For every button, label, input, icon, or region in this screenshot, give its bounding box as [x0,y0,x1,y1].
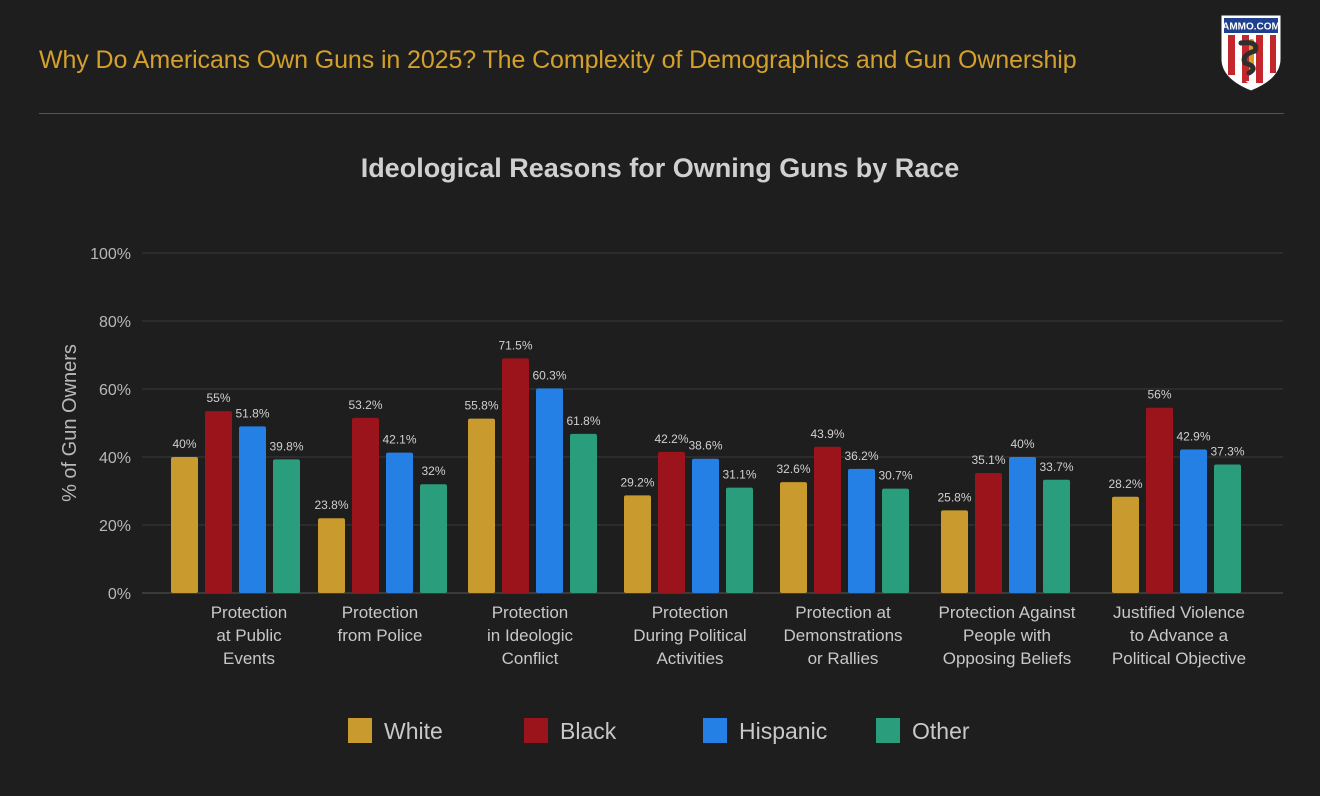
header-divider [39,113,1284,114]
category-label: Justified Violence to Advance a Political … [1112,603,1246,668]
bars [171,358,1241,593]
bar-other-5[interactable] [1043,479,1070,593]
bar-white-6[interactable] [1112,496,1139,593]
bar-white-2[interactable] [468,418,495,593]
bar-black-3[interactable] [658,451,685,593]
bar-hispanic-2[interactable] [536,388,563,593]
data-labels: 40% 23.8% 55.8% 29.2% 32.6% 25.8% 28.2% 55% 53.2… [172,338,1244,512]
bar-hispanic-3[interactable] [692,458,719,593]
data-label: 39.8% [269,439,303,453]
bar-hispanic-6[interactable] [1180,449,1207,593]
category-labels: Protection at Public Events Protection from … [211,603,1246,668]
bar-other-6[interactable] [1214,464,1241,593]
bar-other-2[interactable] [570,433,597,593]
category-label: Protection from Police [337,603,422,645]
bar-black-4[interactable] [814,446,841,593]
data-label: 71.5% [498,338,532,352]
bar-white-1[interactable] [318,518,345,593]
y-tick-label: 20% [99,518,131,535]
legend-label: Black [560,718,617,744]
y-axis-label: % of Gun Owners [59,344,81,502]
data-label: 42.1% [382,433,416,447]
legend: White Black Hispanic Other [348,718,970,744]
legend-label: Hispanic [739,718,827,744]
data-label: 56% [1147,388,1171,402]
data-label: 42.2% [654,432,688,446]
shield-snake-bullet-icon [1220,14,1282,92]
data-label: 36.2% [844,449,878,463]
bar-black-6[interactable] [1146,407,1173,593]
category-label: Protection at Public Events [211,603,288,668]
data-label: 31.1% [722,468,756,482]
bar-white-5[interactable] [941,510,968,593]
chart-title: Ideological Reasons for Owning Guns by R… [361,153,960,183]
category-label: Protection in Ideologic Conflict [487,603,574,668]
data-label: 40% [1010,437,1034,451]
y-tick-label: 80% [99,314,131,331]
y-tick-label: 60% [99,382,131,399]
category-label: Protection at Demonstrations or Rallies [783,603,902,668]
y-tick-label: 0% [108,586,131,603]
data-label: 55.8% [464,399,498,413]
data-label: 28.2% [1108,477,1142,491]
data-label: 40% [172,437,196,451]
bar-black-0[interactable] [205,411,232,593]
data-label: 55% [206,391,230,405]
data-label: 61.8% [566,414,600,428]
logo-text: AMMO.COM [1222,22,1280,33]
bar-white-3[interactable] [624,495,651,593]
legend-item-black[interactable]: Black [524,718,617,744]
y-axis-ticks: 0% 20% 40% 60% 80% 100% [90,246,131,603]
bar-other-3[interactable] [726,487,753,593]
legend-swatch [524,718,548,743]
y-tick-label: 100% [90,246,131,263]
data-label: 25.8% [937,490,971,504]
legend-swatch [876,718,900,743]
data-label: 42.9% [1176,430,1210,444]
data-label: 33.7% [1039,460,1073,474]
page-title: Why Do Americans Own Guns in 2025? The C… [39,46,1077,74]
legend-label: White [384,718,443,744]
bar-white-4[interactable] [780,482,807,593]
ammo-com-logo[interactable]: AMMO.COM [1219,13,1283,93]
data-label: 32% [421,464,445,478]
bar-hispanic-5[interactable] [1009,457,1036,593]
bar-white-0[interactable] [171,457,198,593]
bar-black-2[interactable] [502,358,529,593]
data-label: 43.9% [810,427,844,441]
data-label: 60.3% [532,368,566,382]
data-label: 38.6% [688,439,722,453]
legend-item-other[interactable]: Other [876,718,970,744]
bar-other-4[interactable] [882,488,909,593]
bar-other-1[interactable] [420,484,447,593]
bar-black-5[interactable] [975,472,1002,593]
legend-label: Other [912,718,970,744]
legend-swatch [703,718,727,743]
bar-other-0[interactable] [273,459,300,593]
data-label: 32.6% [776,462,810,476]
data-label: 35.1% [971,453,1005,467]
legend-item-white[interactable]: White [348,718,443,744]
category-label: Protection Against People with Opposing Be… [938,603,1075,668]
y-tick-label: 40% [99,450,131,467]
bar-hispanic-1[interactable] [386,452,413,593]
data-label: 29.2% [620,475,654,489]
data-label: 23.8% [314,498,348,512]
bar-hispanic-0[interactable] [239,426,266,593]
category-label: Protection During Political Activities [633,603,746,668]
data-label: 30.7% [878,469,912,483]
legend-swatch [348,718,372,743]
data-label: 51.8% [235,406,269,420]
data-label: 37.3% [1210,444,1244,458]
legend-item-hispanic[interactable]: Hispanic [703,718,827,744]
bar-black-1[interactable] [352,417,379,593]
bar-hispanic-4[interactable] [848,468,875,593]
data-label: 53.2% [348,398,382,412]
